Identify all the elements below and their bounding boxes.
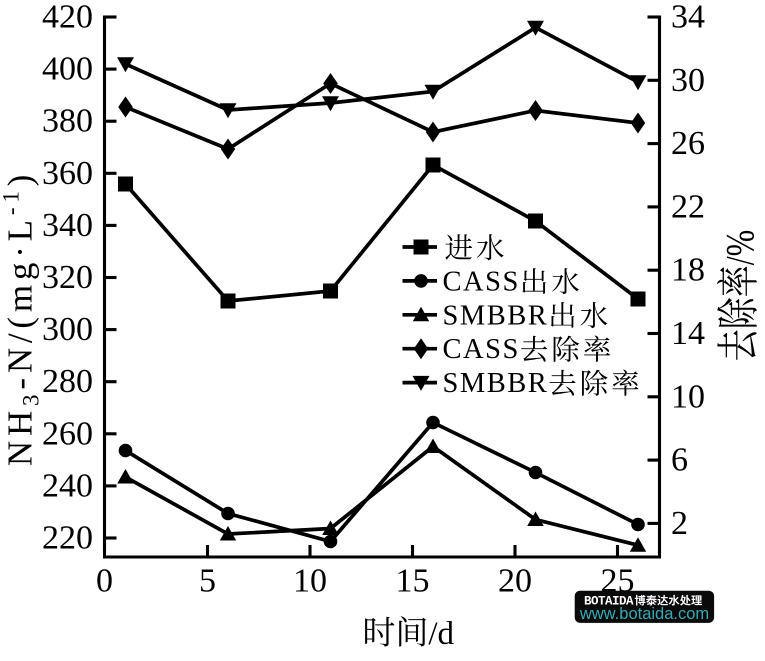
svg-text:SMBBR: SMBBR xyxy=(443,368,549,399)
svg-text:10: 10 xyxy=(293,563,327,600)
svg-text:20: 20 xyxy=(498,563,532,600)
svg-text:18: 18 xyxy=(671,252,705,289)
svg-text:360: 360 xyxy=(42,155,93,192)
svg-text:320: 320 xyxy=(42,259,93,296)
svg-text:34: 34 xyxy=(671,0,705,36)
svg-text:BOTAIDA: BOTAIDA xyxy=(584,595,634,609)
svg-text:5: 5 xyxy=(199,563,216,600)
svg-text:30: 30 xyxy=(671,62,705,99)
svg-text:NH3-N/(mg·L-1): NH3-N/(mg·L-1) xyxy=(0,170,44,466)
svg-text:15: 15 xyxy=(396,563,430,600)
svg-text:280: 280 xyxy=(42,363,93,400)
svg-text:380: 380 xyxy=(42,103,93,140)
svg-text:/%: /% xyxy=(718,230,762,266)
svg-text:300: 300 xyxy=(42,311,93,348)
svg-text:SMBBR: SMBBR xyxy=(443,300,549,331)
svg-text:22: 22 xyxy=(671,188,705,225)
svg-text:/d: /d xyxy=(428,616,454,652)
svg-text:CASS: CASS xyxy=(443,266,520,297)
svg-text:10: 10 xyxy=(671,378,705,415)
svg-text:220: 220 xyxy=(42,520,93,557)
svg-text:400: 400 xyxy=(42,51,93,88)
svg-text:2: 2 xyxy=(671,505,688,542)
svg-text:420: 420 xyxy=(42,0,93,36)
svg-text:6: 6 xyxy=(671,442,688,479)
svg-text:CASS: CASS xyxy=(443,334,520,365)
svg-text:340: 340 xyxy=(42,207,93,244)
svg-text:260: 260 xyxy=(42,415,93,452)
svg-text:240: 240 xyxy=(42,467,93,504)
svg-text:0: 0 xyxy=(96,563,113,600)
svg-text:14: 14 xyxy=(671,315,705,352)
svg-text:www.botaida.com: www.botaida.com xyxy=(579,605,709,623)
svg-text:26: 26 xyxy=(671,125,705,162)
